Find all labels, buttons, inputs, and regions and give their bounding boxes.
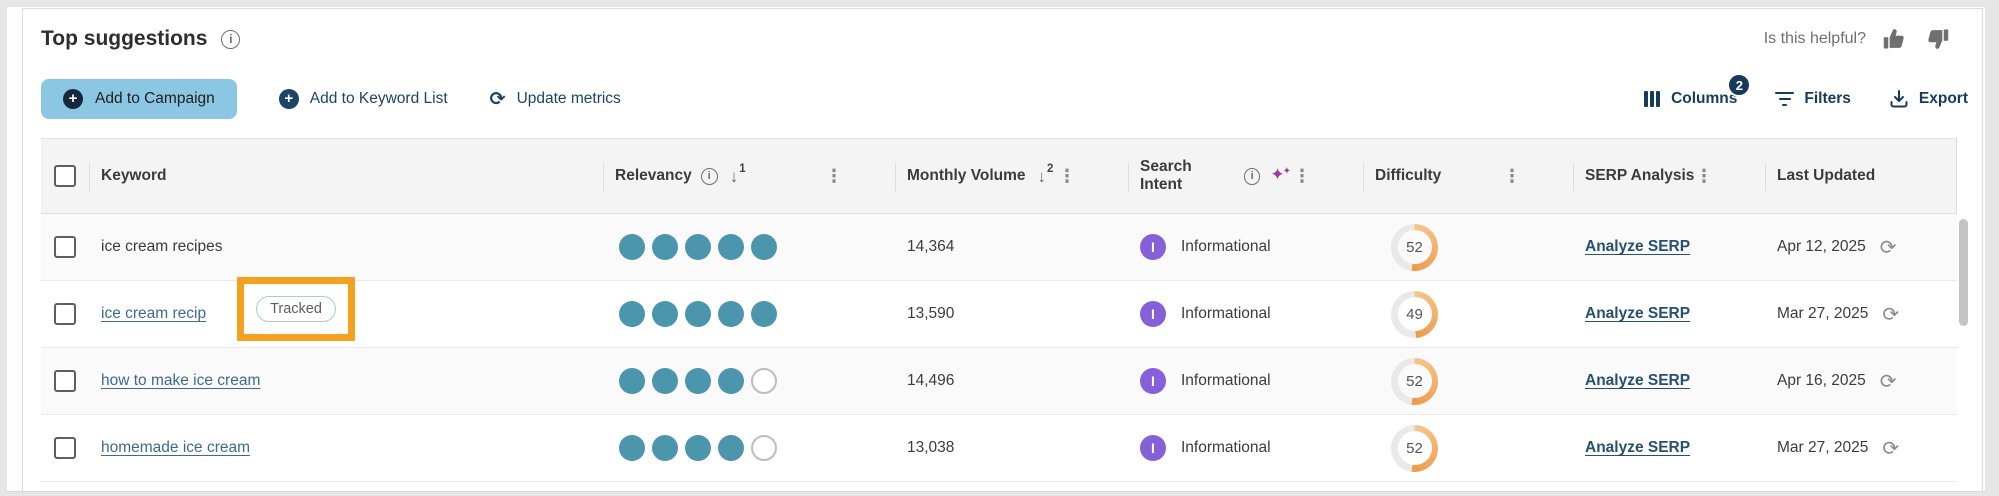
monthly-volume-value: 14,364 [907,238,955,255]
suggestions-table: Keyword Relevancy i ↓ 1 ⋮ Monthly Volume … [41,138,1957,482]
row-checkbox[interactable] [54,437,76,459]
intent-badge: I [1140,368,1166,394]
intent-label: Informational [1181,372,1271,389]
last-updated-date: Apr 12, 2025 [1777,238,1866,255]
relevancy-info-icon[interactable]: i [700,167,718,185]
difficulty-donut: 52 [1391,357,1438,405]
refresh-icon: ⟳ [489,87,506,110]
keyword-text: ice cream recipes [101,238,223,255]
filters-icon [1775,91,1795,107]
last-updated-date: Mar 27, 2025 [1777,439,1869,456]
last-updated-date: Apr 16, 2025 [1777,372,1866,389]
row-checkbox[interactable] [54,236,76,258]
intent-badge: I [1140,435,1166,461]
relevancy-dots [619,435,777,461]
relevancy-dots [619,301,777,327]
export-button[interactable]: Export [1889,89,1968,109]
column-header-monthly-volume: Monthly Volume ↓ 2 ⋮ [895,139,1128,213]
relevancy-dots [619,368,777,394]
update-metrics-button[interactable]: ⟳ Update metrics [489,87,621,110]
keyword-link[interactable]: homemade ice cream [101,439,251,456]
difficulty-donut: 49 [1391,290,1438,338]
search-intent-menu-icon[interactable]: ⋮ [1293,165,1311,187]
intent-label: Informational [1181,439,1271,456]
plus-icon: + [278,89,299,109]
vertical-scrollbar-thumb[interactable] [1959,219,1968,326]
refresh-icon[interactable]: ⟳ [1879,369,1897,393]
column-header-relevancy: Relevancy i ↓ 1 ⋮ [603,139,895,213]
analyze-serp-link[interactable]: Analyze SERP [1585,305,1691,322]
last-updated-date: Mar 27, 2025 [1777,305,1869,322]
monthly-volume-menu-icon[interactable]: ⋮ [1058,165,1076,187]
filters-button[interactable]: Filters [1775,90,1851,108]
toolbar: + Add to Campaign + Add to Keyword List … [23,73,1982,119]
table-row: ice cream recipes 14,364 I Informational … [41,214,1957,281]
export-icon [1889,89,1909,109]
intent-badge: I [1140,301,1166,327]
analyze-serp-link[interactable]: Analyze SERP [1585,238,1691,255]
monthly-volume-value: 14,496 [907,372,955,389]
monthly-volume-sort-button[interactable]: ↓ 2 [1037,162,1054,186]
search-intent-info-icon[interactable]: i [1243,167,1261,185]
card-header: Top suggestions i Is this helpful? [23,9,1982,52]
keyword-link[interactable]: how to make ice cream [101,372,261,389]
row-checkbox[interactable] [54,303,76,325]
refresh-icon[interactable]: ⟳ [1882,436,1900,460]
column-header-search-intent: Search Intent i ✦✦ ⋮ [1128,139,1363,213]
monthly-volume-value: 13,038 [907,439,955,456]
difficulty-donut: 52 [1391,424,1438,472]
helpful-label: Is this helpful? [1763,30,1866,47]
page-edge-right [1985,0,1999,496]
column-header-keyword: Keyword [89,139,603,213]
page-edge-left [0,0,7,496]
thumbs-up-icon[interactable] [1882,26,1908,52]
page-title: Top suggestions [41,27,208,50]
title-info-icon[interactable]: i [221,29,241,49]
ai-sparkles-icon: ✦✦ [1270,164,1291,185]
analyze-serp-link[interactable]: Analyze SERP [1585,439,1691,456]
annotation-highlight-box: Tracked [237,277,355,341]
page-edge-top [0,0,1999,7]
table-row: ice cream recip Tracked 13,590 I Informat… [41,277,1957,348]
columns-icon [1643,90,1661,108]
column-header-last-updated: Last Updated [1765,139,1957,213]
table-row: how to make ice cream 14,496 I Informatio… [41,348,1957,415]
tracked-badge: Tracked [256,296,336,322]
table-row: homemade ice cream 13,038 I Informational… [41,415,1957,482]
relevancy-sort-button[interactable]: ↓ 1 [729,162,746,186]
relevancy-dots [619,234,777,260]
difficulty-donut: 52 [1391,223,1438,271]
suggestions-card: Top suggestions i Is this helpful? + Add… [22,8,1983,496]
refresh-icon[interactable]: ⟳ [1882,302,1900,326]
columns-count-badge: 2 [1727,73,1752,97]
columns-button[interactable]: Columns 2 [1643,73,1752,108]
intent-label: Informational [1181,238,1271,255]
intent-label: Informational [1181,305,1271,322]
analyze-serp-link[interactable]: Analyze SERP [1585,372,1691,389]
keyword-link[interactable]: ice cream recip [101,305,207,322]
monthly-volume-value: 13,590 [907,305,955,322]
page-edge-bottom [7,491,1985,496]
column-header-serp-analysis: SERP Analysis ⋮ [1573,139,1765,213]
add-to-campaign-button[interactable]: + Add to Campaign [41,79,237,119]
add-to-keyword-list-button[interactable]: + Add to Keyword List [278,89,448,109]
serp-analysis-menu-icon[interactable]: ⋮ [1695,165,1713,187]
relevancy-menu-icon[interactable]: ⋮ [825,165,843,187]
intent-badge: I [1140,234,1166,260]
plus-icon: + [63,89,83,109]
thumbs-down-icon[interactable] [1924,26,1950,52]
difficulty-menu-icon[interactable]: ⋮ [1503,165,1521,187]
select-all-checkbox[interactable] [54,165,76,187]
refresh-icon[interactable]: ⟳ [1879,235,1897,259]
column-header-difficulty: Difficulty ⋮ [1363,139,1573,213]
row-checkbox[interactable] [54,370,76,392]
table-header-row: Keyword Relevancy i ↓ 1 ⋮ Monthly Volume … [41,138,1957,214]
